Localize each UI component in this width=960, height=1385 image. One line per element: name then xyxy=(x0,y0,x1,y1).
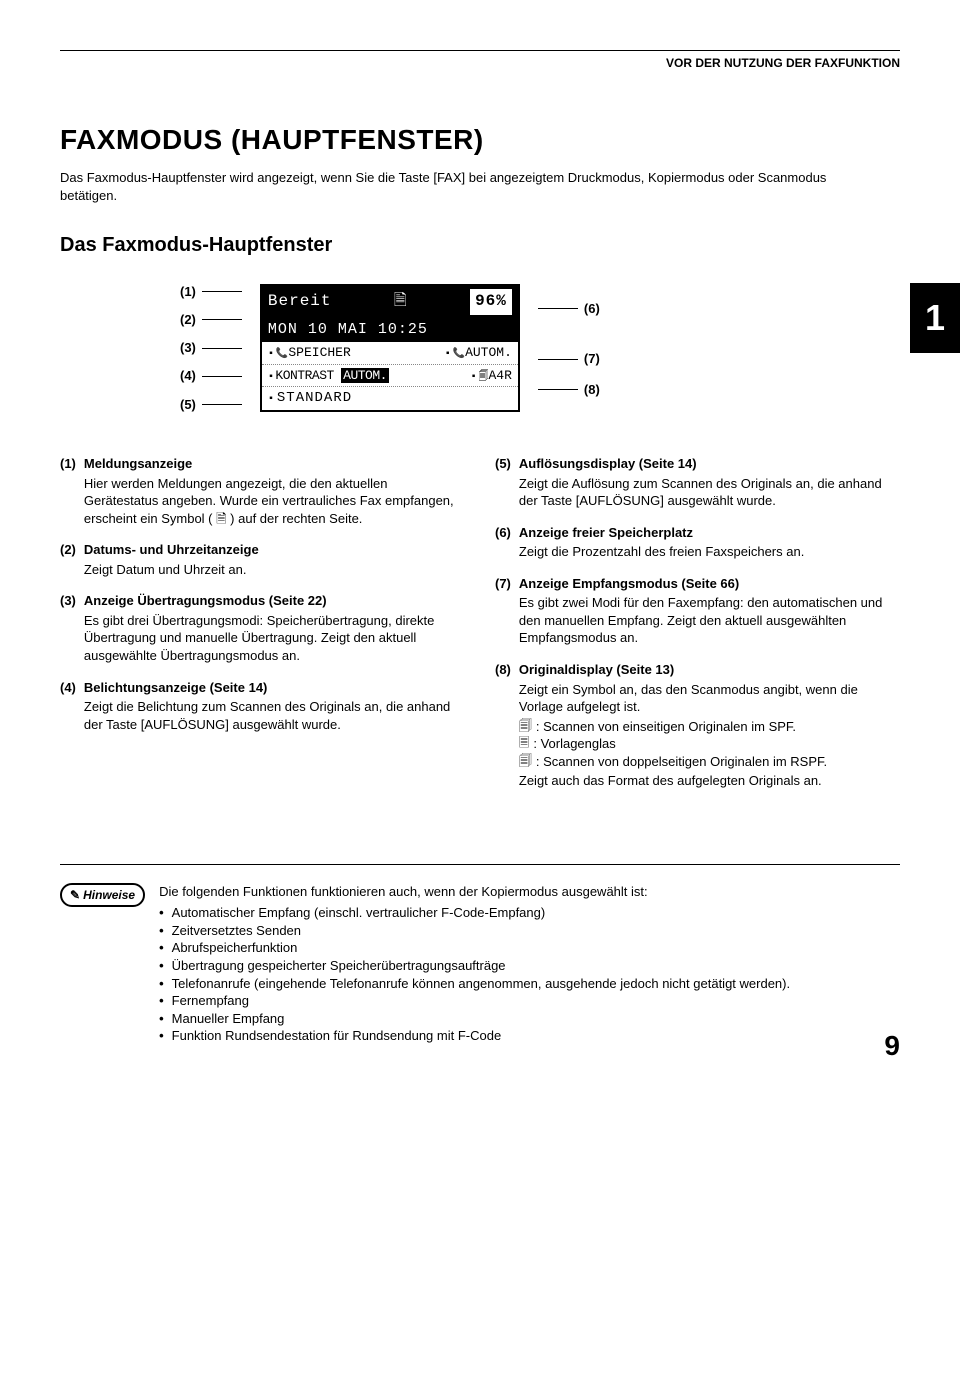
callout-6: (6) xyxy=(538,300,600,318)
callout-5: (5) xyxy=(180,396,242,414)
lcd-status-text: Bereit xyxy=(268,291,332,313)
callout-4: (4) xyxy=(180,367,242,385)
lcd-original: 🗐A4R xyxy=(470,367,511,385)
note-item: Telefonanrufe (eingehende Telefonanrufe … xyxy=(159,975,790,993)
definition-item: (1)MeldungsanzeigeHier werden Meldungen … xyxy=(60,455,465,527)
definitions: (1)MeldungsanzeigeHier werden Meldungen … xyxy=(60,455,900,804)
section-subtitle: Das Faxmodus-Hauptfenster xyxy=(60,232,900,259)
note-item: Automatischer Empfang (einschl. vertraul… xyxy=(159,904,790,922)
callout-7: (7) xyxy=(538,350,600,368)
lcd-screen: Bereit 🗎 96% MON 10 MAI 10:25 📞SPEICHER … xyxy=(260,284,520,412)
intro-text: Das Faxmodus-Hauptfenster wird angezeigt… xyxy=(60,169,840,204)
lcd-contrast: KONTRAST AUTOM. xyxy=(268,367,389,385)
lcd-txmode: 📞SPEICHER xyxy=(268,344,351,362)
hinweise-badge: Hinweise xyxy=(60,883,145,907)
definition-item: (2)Datums- und UhrzeitanzeigeZeigt Datum… xyxy=(60,541,465,578)
note-item: Fernempfang xyxy=(159,992,790,1010)
note-lead: Die folgenden Funktionen funktionieren a… xyxy=(159,883,790,901)
chapter-tab: 1 xyxy=(910,283,960,353)
lcd-datetime: MON 10 MAI 10:25 xyxy=(262,318,518,342)
callout-8: (8) xyxy=(538,381,600,399)
callout-2: (2) xyxy=(180,311,242,329)
note-item: Abrufspeicherfunktion xyxy=(159,939,790,957)
note-item: Funktion Rundsendestation für Rundsendun… xyxy=(159,1027,790,1045)
lcd-resolution: STANDARD xyxy=(262,387,518,410)
lcd-rxmode: 📞AUTOM. xyxy=(445,344,512,362)
note-item: Manueller Empfang xyxy=(159,1010,790,1028)
definition-item: (6)Anzeige freier SpeicherplatzZeigt die… xyxy=(495,524,900,561)
page-title: FAXMODUS (HAUPTFENSTER) xyxy=(60,121,900,159)
lcd-memo-icon: 🗎 xyxy=(394,291,408,313)
callout-1: (1) xyxy=(180,283,242,301)
definition-item: (5)Auflösungsdisplay (Seite 14)Zeigt die… xyxy=(495,455,900,510)
page-number: 9 xyxy=(884,1027,900,1065)
definition-item: (4)Belichtungsanzeige (Seite 14)Zeigt di… xyxy=(60,679,465,734)
callout-3: (3) xyxy=(180,339,242,357)
lcd-memory-pct: 96% xyxy=(470,289,512,315)
note-block: Hinweise Die folgenden Funktionen funkti… xyxy=(60,864,900,1045)
running-header: VOR DER NUTZUNG DER FAXFUNKTION xyxy=(60,50,900,71)
definition-item: (3)Anzeige Übertragungsmodus (Seite 22)E… xyxy=(60,592,465,664)
definition-item: (8)Originaldisplay (Seite 13)Zeigt ein S… xyxy=(495,661,900,790)
note-item: Zeitversetztes Senden xyxy=(159,922,790,940)
lcd-diagram: (1) (2) (3) (4) (5) Bereit 🗎 96% MON 10 … xyxy=(60,283,900,413)
definition-item: (7)Anzeige Empfangsmodus (Seite 66)Es gi… xyxy=(495,575,900,647)
note-item: Übertragung gespeicherter Speicherübertr… xyxy=(159,957,790,975)
